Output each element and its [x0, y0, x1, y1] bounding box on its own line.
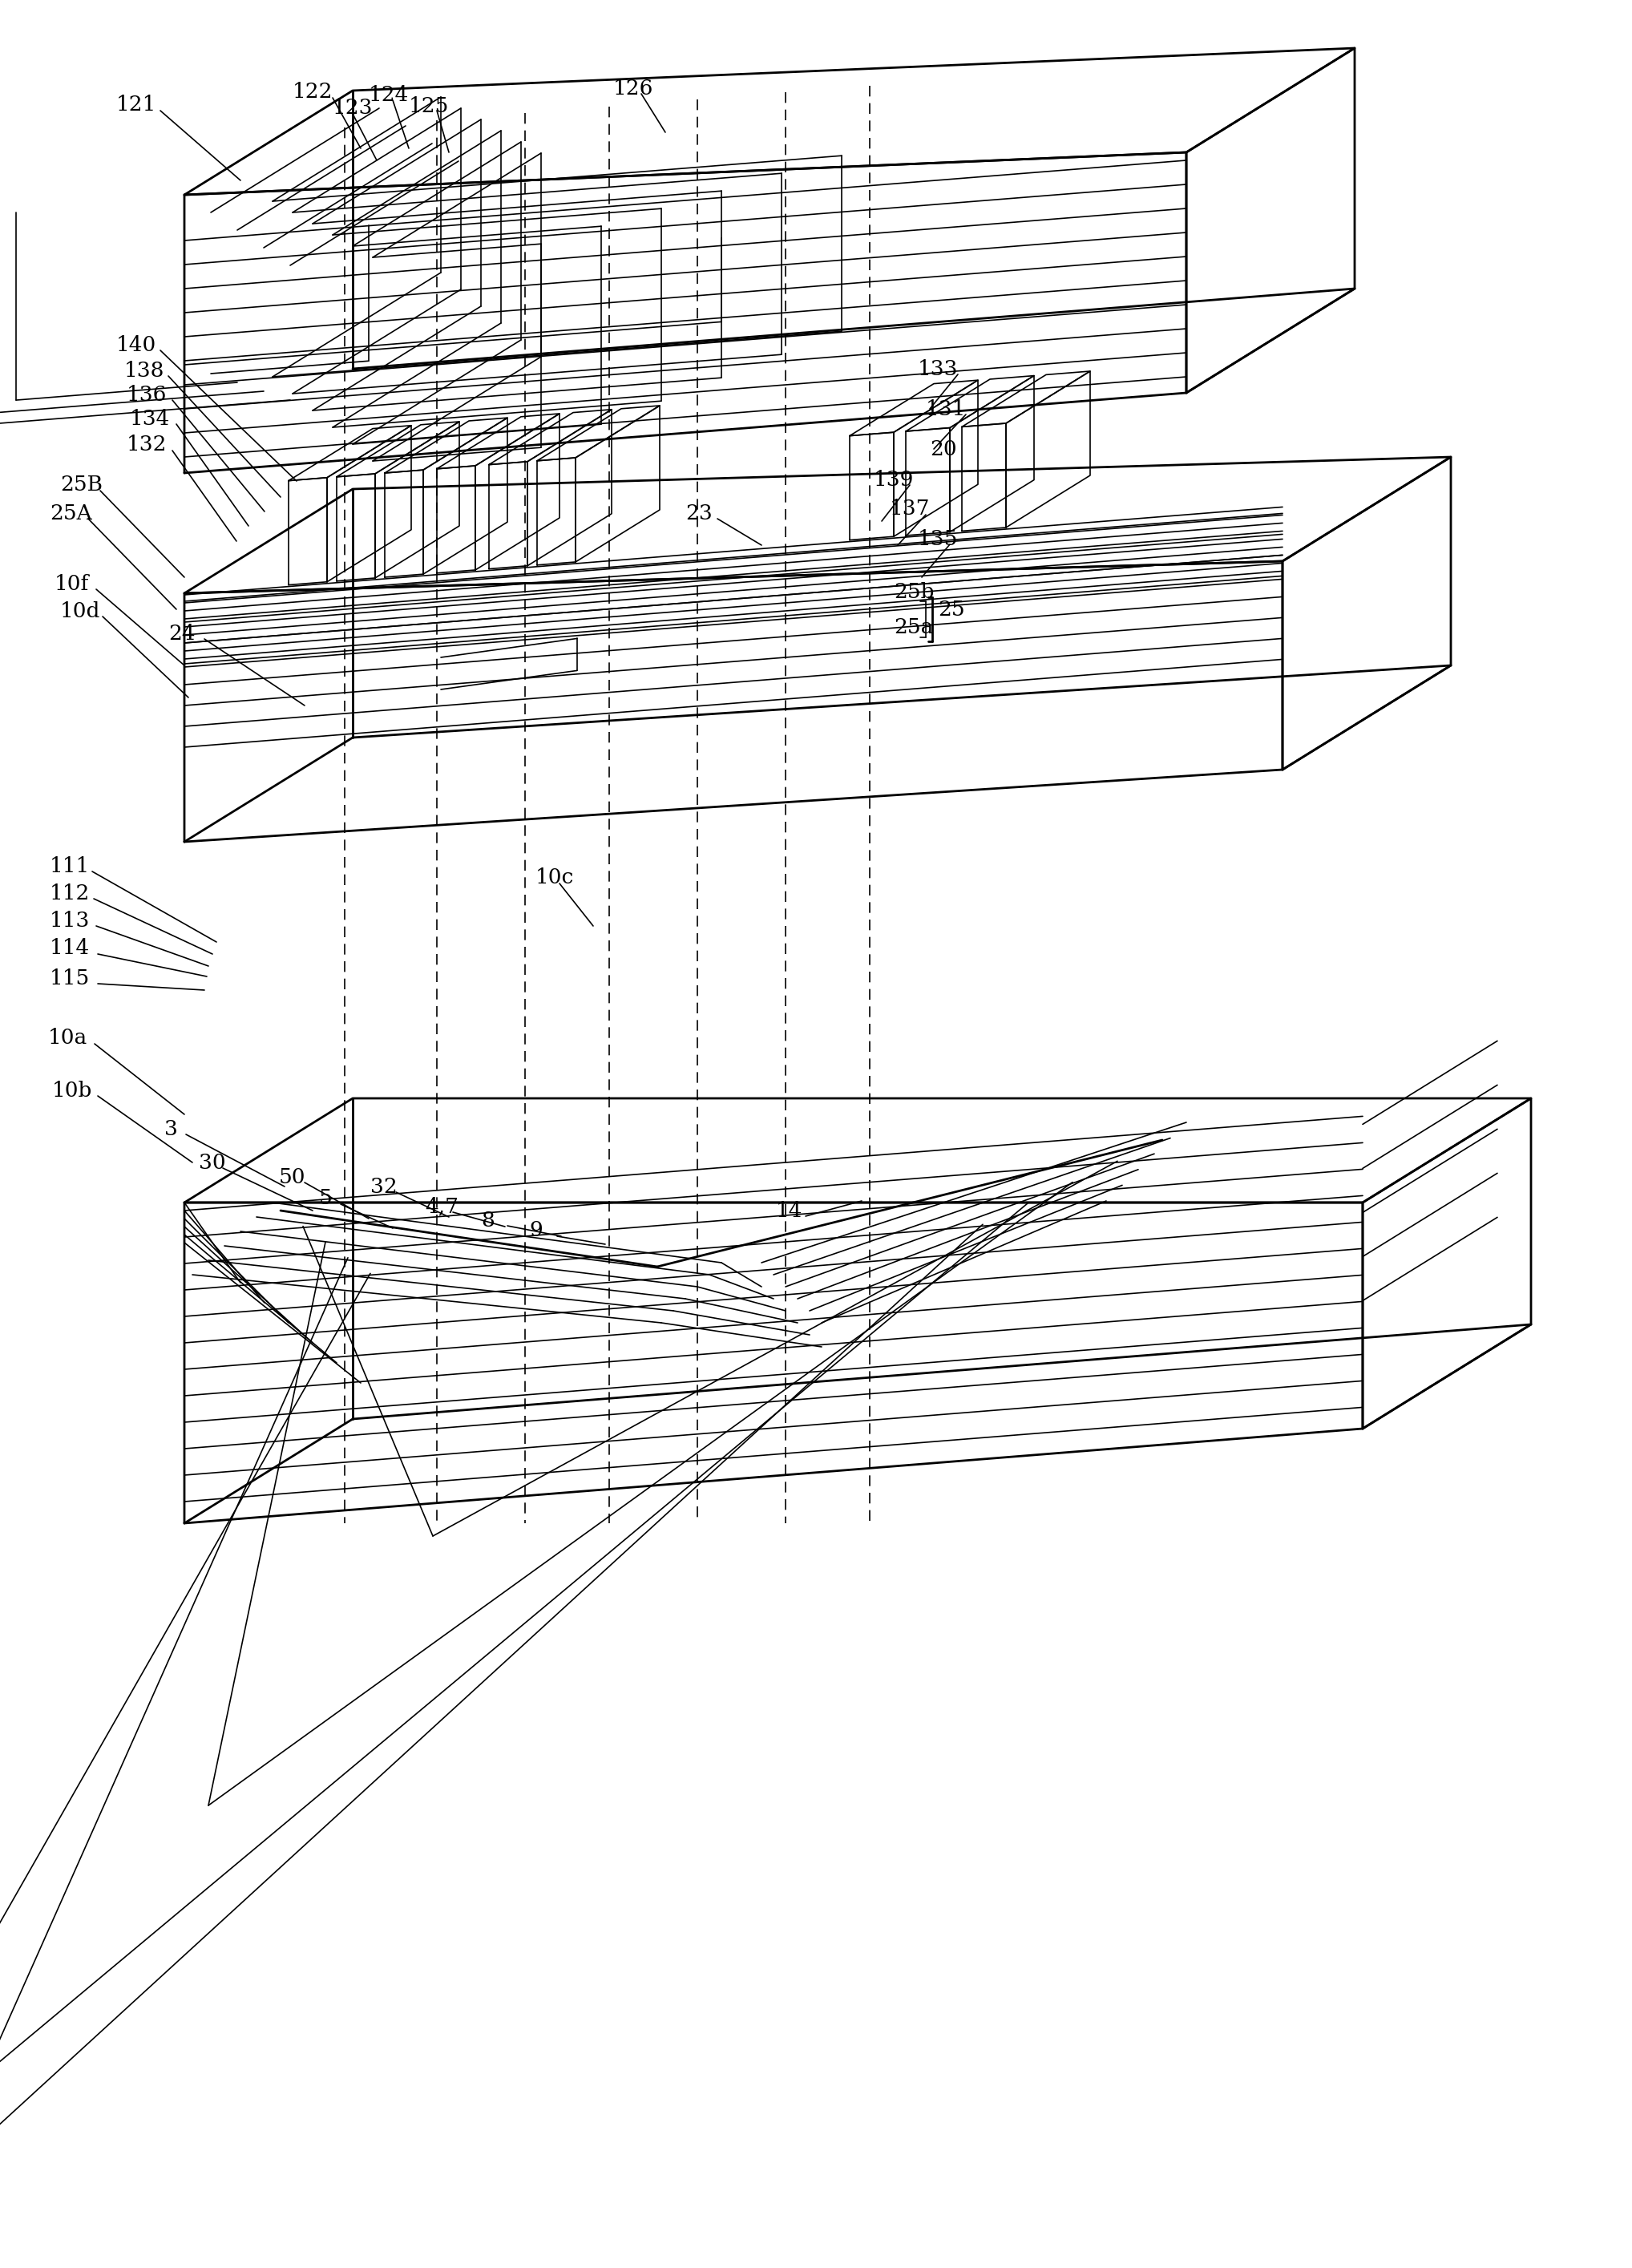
Text: 25B: 25B	[60, 474, 103, 494]
Text: 4,7: 4,7	[424, 1198, 459, 1216]
Text: 113: 113	[49, 909, 90, 930]
Text: 5: 5	[318, 1188, 333, 1209]
Text: 136: 136	[127, 383, 166, 404]
Text: 132: 132	[127, 435, 166, 456]
Text: 9: 9	[529, 1220, 542, 1241]
Text: 24: 24	[168, 624, 196, 644]
Text: 138: 138	[124, 361, 165, 381]
Text: 14: 14	[775, 1200, 803, 1220]
Text: 25b: 25b	[894, 581, 934, 601]
Text: 137: 137	[889, 499, 930, 519]
Text: 8: 8	[481, 1211, 494, 1229]
Text: 25A: 25A	[49, 503, 91, 524]
Text: 23: 23	[685, 503, 713, 524]
Text: 10f: 10f	[54, 574, 90, 594]
Text: 10d: 10d	[60, 601, 101, 621]
Text: 126: 126	[614, 77, 653, 98]
Text: 50: 50	[279, 1166, 305, 1186]
Text: 10a: 10a	[47, 1027, 88, 1048]
Text: 124: 124	[369, 84, 410, 104]
Text: 135: 135	[917, 528, 958, 549]
Text: 122: 122	[292, 82, 333, 102]
Text: 112: 112	[49, 882, 90, 903]
Text: 131: 131	[925, 399, 966, 420]
Text: 10b: 10b	[52, 1080, 93, 1100]
Text: 140: 140	[116, 336, 157, 354]
Text: 139: 139	[873, 469, 914, 490]
Text: 20: 20	[930, 440, 956, 458]
Text: 115: 115	[49, 968, 90, 989]
Text: 32: 32	[370, 1177, 397, 1198]
Text: 125: 125	[408, 95, 449, 116]
Text: 123: 123	[333, 98, 374, 118]
Text: 25a: 25a	[894, 617, 934, 637]
Text: 3: 3	[165, 1118, 178, 1139]
Text: 111: 111	[49, 855, 90, 875]
Text: 114: 114	[49, 939, 90, 959]
Text: 10c: 10c	[535, 869, 574, 887]
Text: 121: 121	[116, 95, 157, 113]
Text: 30: 30	[199, 1152, 225, 1173]
Text: 25: 25	[938, 599, 965, 619]
Text: 134: 134	[131, 408, 170, 429]
Text: 133: 133	[917, 358, 958, 379]
